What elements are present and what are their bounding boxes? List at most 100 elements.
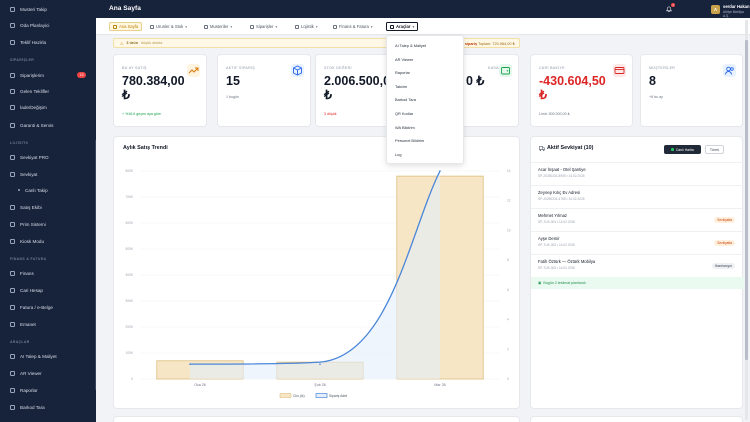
sidebar-item-sevkiyat-pro[interactable]: Sevkiyat PRO (0, 152, 96, 162)
sidebar: Musteri Takip Oda Planlayici Teklif Hazi… (0, 0, 96, 422)
bell-icon[interactable] (666, 6, 672, 12)
legend-label-orders: Sipariş Adet (329, 394, 347, 398)
shipment-row[interactable]: Mehmet Yılmaz SP-TUK-004 • 14.02.2026 Sevk… (531, 208, 744, 231)
live-map-button[interactable]: Canlı Harita (664, 145, 701, 154)
sidebar-item-ar-viewer[interactable]: AR Viewer (0, 368, 96, 378)
dropdown-item-takvim[interactable]: Takvim (395, 83, 408, 89)
sidebar-item-musteri-takip[interactable]: Musteri Takip (0, 4, 96, 14)
shipment-name: Mehmet Yılmaz (538, 213, 568, 218)
shipment-name: Acar İnşaat - Otel Şantiye (538, 167, 586, 172)
user-name[interactable]: serdar Hakan (723, 4, 750, 9)
nav-products[interactable]: Urunler & Stok ▾ (150, 22, 187, 31)
nav-home[interactable]: Ana Sayfa (109, 22, 143, 31)
shipment-meta: SP-TUK-004 • 14.02.2026 (538, 220, 575, 224)
sidebar-item-raporlar[interactable]: Raporlar (0, 385, 96, 395)
notification-badge: 1 (671, 3, 675, 7)
sidebar-item-siparislerim[interactable]: Siparişlerim 10 (0, 70, 96, 80)
sidebar-item-canli-takip[interactable]: Canlı Takip (0, 185, 96, 195)
users-icon (204, 24, 208, 29)
sidebar-item-label: İade/Değişim (20, 104, 47, 110)
sidebar-item-iade-degisim[interactable]: İade/Değişim (0, 102, 96, 112)
dropdown-item-log[interactable]: Log (395, 151, 402, 157)
return-icon (10, 104, 15, 110)
sidebar-item-label: Emanet (20, 321, 36, 327)
sidebar-item-sevkiyat[interactable]: Sevkiyat (0, 169, 96, 179)
truck-icon (10, 154, 15, 160)
nav-customers[interactable]: Musteriler ▾ (204, 22, 232, 31)
shipment-meta: SP-20250331-4765 • 14.02.2026 (538, 197, 585, 201)
stat-label: AKTİF SİPARİŞ (226, 66, 255, 70)
package-icon (10, 321, 15, 327)
sidebar-item-prim-sistemi[interactable]: Prim Sistemi (0, 219, 96, 229)
ledger-icon (10, 287, 15, 293)
y-right-tick: 2 (507, 347, 509, 351)
nav-logistics[interactable]: Lojistik ▾ (295, 22, 318, 31)
stat-subtext: 3 düşük (324, 112, 337, 116)
chevron-down-icon: ▾ (315, 24, 318, 29)
stat-label: KASALIK (488, 66, 506, 70)
sales-trend-card: Aylık Satış Trendi 0 100K 200K 300K 400K 500K… (113, 136, 520, 409)
shipment-row[interactable]: Acar İnşaat - Otel Şantiye SP-20250331-89… (531, 162, 744, 185)
shipments-footer: ▣ Bugün 2 teslimat planlandı (531, 277, 744, 289)
nav-tools[interactable]: Araçlar ▾ (386, 22, 419, 31)
stat-card[interactable]: AKTİF SİPARİŞ 15 1 bugün (217, 54, 311, 127)
shipment-row[interactable]: Ayşe Demir SP-TUK-003 • 14.02.2026 Sevkiya… (531, 231, 744, 254)
avatar[interactable]: A (711, 4, 720, 14)
shipments-footer-text: Bugün 2 teslimat planlandı (543, 281, 586, 285)
sidebar-item-garanti-servis[interactable]: Garanti & Servis (0, 120, 96, 130)
chevron-down-icon: ▾ (185, 24, 188, 29)
dropdown-item-qr-kodlar[interactable]: QR Kodlar (395, 111, 414, 116)
sidebar-item-barkod-tara[interactable]: Barkod Tara (0, 402, 96, 412)
line-area (190, 171, 440, 379)
sidebar-item-label: Gelen Teklifler (20, 88, 50, 94)
users-icon (10, 6, 15, 12)
chevron-down-icon: ▾ (230, 24, 233, 29)
tools-dropdown-menu: AI Talep & Maliyet AR Viewer Raporlar Takvi… (386, 35, 464, 164)
dropdown-item-ai-talep-maliyet[interactable]: AI Talep & Maliyet (395, 43, 427, 48)
sidebar-item-label: Finans (20, 270, 34, 276)
sidebar-item-ai-talep[interactable]: AI Talep & Maliyet (0, 351, 96, 361)
stat-card[interactable]: MÜŞTERİLER 8 +8 bu ay (640, 54, 743, 127)
sidebar-section-lojistik: LOJİSTİK (10, 141, 29, 145)
nav-orders[interactable]: Siparişler ▾ (250, 22, 277, 31)
sidebar-item-satis-ekibi[interactable]: Satış Ekibi (0, 202, 96, 212)
shipment-row[interactable]: Fatih Öztürk — Öztürk Mobilya SP-TUK-003 … (531, 254, 744, 277)
topbar: Ana Sayfa 1 A serdar Hakan Atölye Mobily… (96, 0, 750, 18)
x-tick: Oca 26 (194, 383, 206, 387)
team-icon (10, 204, 15, 210)
sidebar-item-finans[interactable]: Finans (0, 268, 96, 278)
sidebar-item-teklif-hazirla[interactable]: Teklif Hazirla (0, 37, 96, 47)
award-icon (10, 221, 15, 227)
shipment-row[interactable]: Zeynep Kılıç Ev Adresi SP-20250331-4765 •… (531, 185, 744, 208)
sidebar-item-label: AR Viewer (20, 370, 42, 376)
sidebar-scrollbar[interactable] (95, 140, 96, 390)
sidebar-section-araclar: ARAÇLAR (10, 340, 30, 344)
sidebar-item-label: Cari Hesap (20, 287, 43, 293)
low-stock-alert[interactable]: ⚠ 3 ürün düşük stokta (113, 38, 520, 48)
sidebar-item-oda-planlayici[interactable]: Oda Planlayici (0, 20, 96, 30)
dropdown-item-barkod-tara[interactable]: Barkod Tara (395, 97, 416, 103)
chevron-down-icon: ▾ (412, 24, 415, 29)
sidebar-item-gelen-teklifler[interactable]: Gelen Teklifler (0, 86, 96, 96)
nav-finance[interactable]: Finans & Fatura ▾ (333, 22, 373, 31)
dropdown-item-raporlar[interactable]: Raporlar (395, 70, 410, 76)
cube-icon (10, 370, 15, 376)
dropdown-item-ar-viewer[interactable]: AR Viewer (395, 56, 414, 62)
sidebar-item-kiosk-modu[interactable]: Kiosk Modu (0, 236, 96, 246)
box-icon (150, 24, 154, 29)
sidebar-item-cari-hesap[interactable]: Cari Hesap (0, 285, 96, 295)
sidebar-item-fatura[interactable]: Fatura / e-Belge (0, 302, 96, 312)
stat-card[interactable]: BU AY SATIŞ 780.384,00 ₺ + %16.6 geçen aya… (113, 54, 207, 127)
bullet-icon (18, 189, 20, 191)
dropdown-item-personel-bildirim[interactable]: Personel Bildirim (395, 138, 425, 144)
truck-icon (539, 145, 545, 151)
dropdown-item-wa-bildirim[interactable]: WA Bildirim (395, 124, 415, 130)
page-scrollbar-thumb[interactable] (745, 40, 748, 360)
stat-card[interactable]: CARİ BAKİYE -430.604,50 ₺ Limit: 500.000,0… (530, 54, 633, 127)
grid-icon (10, 22, 15, 28)
all-shipments-button[interactable]: Tümü (705, 145, 724, 154)
y-right-tick: 8 (507, 258, 509, 262)
status-badge: Sevkiyatta (714, 217, 735, 223)
sidebar-item-emanet[interactable]: Emanet (0, 319, 96, 329)
page-title: Ana Sayfa (109, 5, 141, 12)
